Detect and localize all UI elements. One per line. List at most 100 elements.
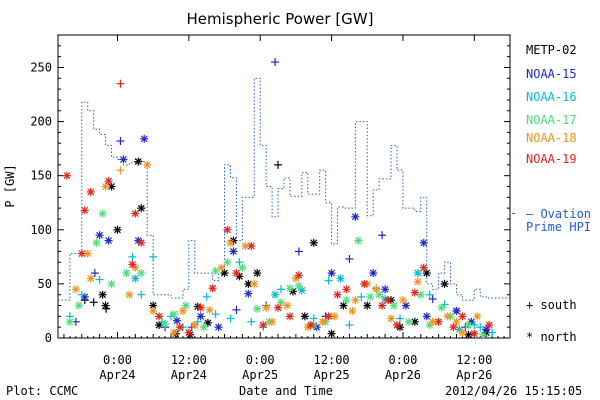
point-metp-02-north <box>440 279 449 288</box>
x-tick-time-label: 0:00 <box>246 353 275 367</box>
point-noaa-15-south <box>271 58 280 67</box>
point-noaa-17-north <box>479 330 488 339</box>
point-noaa-17-north <box>122 269 131 278</box>
point-noaa-19-north <box>155 312 164 321</box>
y-tick-label: 50 <box>38 277 52 291</box>
point-noaa-18-north <box>190 321 199 330</box>
x-tick-time-label: 12:00 <box>456 353 492 367</box>
point-noaa-15-south <box>428 295 437 304</box>
point-noaa-16-south <box>247 317 256 326</box>
legend-metp-02: METP-02 <box>526 43 577 57</box>
point-noaa-15-north <box>327 269 336 278</box>
point-noaa-19-north <box>458 312 467 321</box>
point-noaa-15-north <box>214 323 223 332</box>
point-noaa-17-north <box>285 284 294 293</box>
point-metp-02-north <box>464 330 473 339</box>
legend-south: + south <box>526 298 577 312</box>
point-noaa-17-north <box>223 258 232 267</box>
point-noaa-16-south <box>345 321 354 330</box>
point-noaa-16-south <box>357 292 366 301</box>
point-noaa-19-north <box>137 238 146 247</box>
point-noaa-16-south <box>488 328 497 337</box>
y-axis-label: P [GW] <box>3 164 17 207</box>
point-noaa-19-north <box>223 225 232 234</box>
x-axis-label: Date and Time <box>239 384 333 398</box>
point-noaa-18-north <box>372 285 381 294</box>
point-noaa-17-north <box>107 279 116 288</box>
x-tick-date-label: Apr25 <box>314 368 350 382</box>
legend-ovation-line2: Prime HPI <box>526 220 592 234</box>
point-metp-02-south <box>89 298 98 307</box>
point-noaa-15-south <box>294 247 303 256</box>
point-noaa-15-north <box>244 289 253 298</box>
point-noaa-15-south <box>90 269 99 278</box>
point-noaa-19-north <box>294 271 303 280</box>
point-noaa-16-north <box>336 274 345 283</box>
point-noaa-17-north <box>137 269 146 278</box>
point-noaa-18-north <box>86 274 95 283</box>
point-metp-02-north <box>113 225 122 234</box>
point-noaa-16-south <box>211 310 220 319</box>
point-metp-02-north <box>107 182 116 191</box>
point-noaa-16-south <box>476 323 485 332</box>
point-noaa-17-north <box>92 238 101 247</box>
point-noaa-19-north <box>274 303 283 312</box>
point-noaa-17-north <box>416 290 425 299</box>
y-tick-label: 250 <box>30 60 52 74</box>
point-noaa-15-south <box>232 305 241 314</box>
point-noaa-17-north <box>238 263 247 272</box>
point-noaa-19-north <box>306 321 315 330</box>
point-noaa-18-north <box>330 312 339 321</box>
point-noaa-19-north <box>196 303 205 312</box>
point-noaa-15-south <box>116 137 125 146</box>
point-noaa-18-north <box>398 296 407 305</box>
y-tick-label: 100 <box>30 223 52 237</box>
footer-timestamp: 2012/04/26 15:15:05 <box>445 384 583 398</box>
point-noaa-19-north <box>324 312 333 321</box>
point-noaa-15-north <box>172 316 181 325</box>
x-tick-date-label: Apr26 <box>385 368 421 382</box>
legend-ovation-line1: — Ovation <box>526 207 592 221</box>
point-noaa-17-north <box>253 304 262 313</box>
point-metp-02-north <box>253 269 262 278</box>
point-noaa-18-north <box>217 263 226 272</box>
point-noaa-19-north <box>128 260 137 269</box>
point-noaa-16-south <box>128 252 137 261</box>
point-noaa-15-south <box>345 255 354 264</box>
point-metp-02-north <box>220 269 229 278</box>
point-metp-02-north <box>98 290 107 299</box>
point-noaa-16-south <box>425 290 434 299</box>
point-noaa-18-north <box>262 303 271 312</box>
point-noaa-18-north <box>71 285 80 294</box>
point-metp-02-north <box>137 204 146 213</box>
point-noaa-19-north <box>104 177 113 186</box>
point-noaa-19-north <box>410 288 419 297</box>
x-tick-date-label: Apr25 <box>242 368 278 382</box>
point-noaa-15-north <box>119 155 128 164</box>
x-tick-time-label: 0:00 <box>388 353 417 367</box>
point-noaa-18-north <box>318 317 327 326</box>
point-noaa-19-north <box>378 301 387 310</box>
point-noaa-19-north <box>184 328 193 337</box>
point-noaa-17-north <box>211 266 220 275</box>
point-noaa-18-south <box>116 166 125 175</box>
legend-noaa-19: NOAA-19 <box>526 152 577 166</box>
point-noaa-19-north <box>449 323 458 332</box>
point-metp-02-north <box>309 238 318 247</box>
footer-credit: Plot: CCMC <box>6 384 79 398</box>
axis-ticks: 0501001502002500:00Apr2412:00Apr240:00Ap… <box>30 35 510 382</box>
point-noaa-19-north <box>333 290 342 299</box>
point-noaa-15-north <box>104 236 113 245</box>
point-noaa-18-north <box>473 312 482 321</box>
legend-noaa-17: NOAA-17 <box>526 113 577 127</box>
point-metp-02-south <box>274 160 283 169</box>
point-noaa-18-north <box>178 306 187 315</box>
point-noaa-16-north <box>413 269 422 278</box>
point-noaa-16-south <box>149 252 158 261</box>
chart-title: Hemispheric Power [GW] <box>187 10 374 28</box>
legend-noaa-18: NOAA-18 <box>526 131 577 145</box>
point-noaa-17-north <box>464 321 473 330</box>
point-noaa-18-north <box>351 296 360 305</box>
point-noaa-18-north <box>458 328 467 337</box>
point-noaa-19-north <box>384 296 393 305</box>
